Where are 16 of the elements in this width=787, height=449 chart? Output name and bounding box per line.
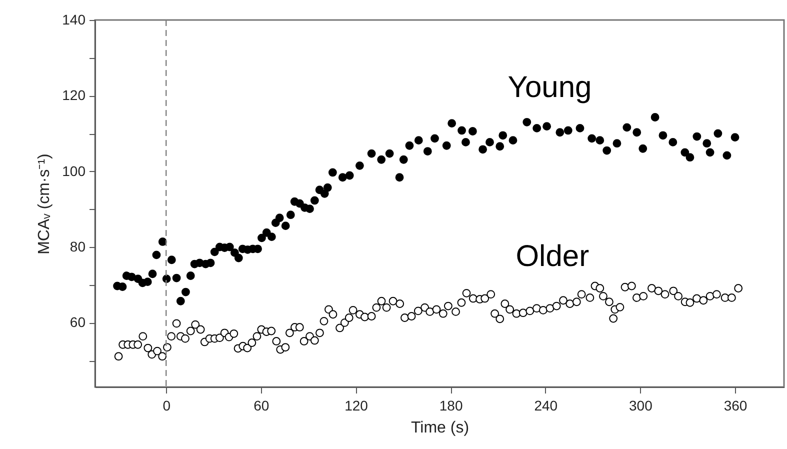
x-tick-label: 360 <box>724 398 748 414</box>
x-tick-label: 300 <box>629 398 653 414</box>
x-tick-label: 0 <box>162 398 171 414</box>
x-tick-label: 240 <box>534 398 558 414</box>
series-label: Young <box>508 71 592 104</box>
x-tick-label: 60 <box>254 398 270 414</box>
y-tick-label: 140 <box>62 12 86 28</box>
y-tick-label: 100 <box>62 162 86 179</box>
y-axis-title: MCAᵥ (cm·s⁻¹) <box>36 154 54 254</box>
y-tick-label: 120 <box>62 87 86 104</box>
x-tick-label: 120 <box>344 398 368 414</box>
x-tick-label: 180 <box>439 398 463 414</box>
x-axis-title: Time (s) <box>410 420 470 436</box>
y-tick-label: 60 <box>70 314 86 330</box>
y-tick-label: 80 <box>70 238 86 255</box>
series-label: Older <box>516 240 590 273</box>
